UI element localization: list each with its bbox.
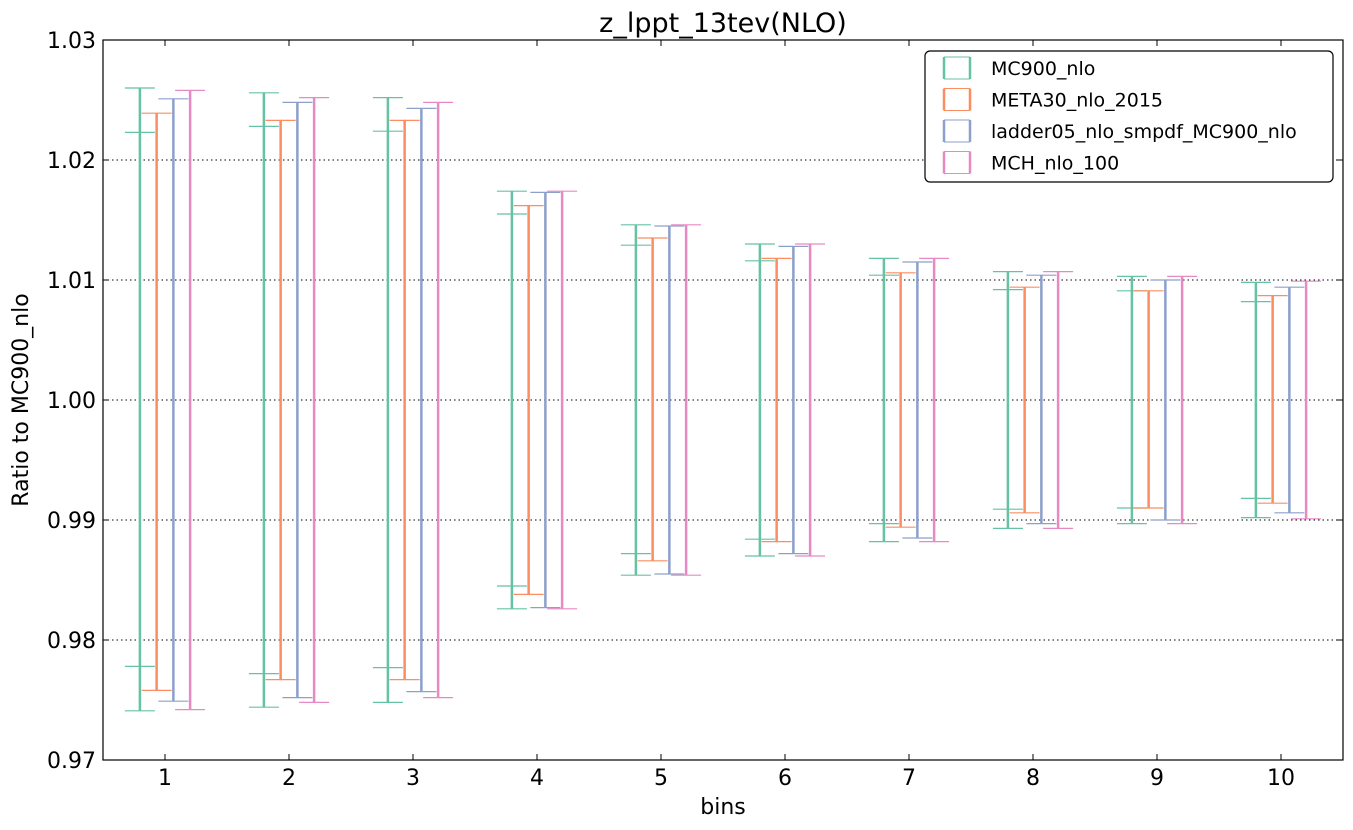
x-tick-label: 3 <box>406 766 420 791</box>
axes-ticks: 0.97 0.98 0.99 1.00 1.01 1.02 1.03 1 2 3 4 5 6 7 8 9 10 <box>47 29 1343 791</box>
x-tick-label: 9 <box>1150 766 1164 791</box>
x-tick-label: 7 <box>902 766 916 791</box>
y-tick-label: 0.99 <box>47 509 96 534</box>
legend-label: ladder05_nlo_smpdf_MC900_nlo <box>991 121 1297 143</box>
y-axis-label: Ratio to MC900_nlo <box>9 293 34 506</box>
legend-label: MC900_nlo <box>991 58 1095 80</box>
x-tick-label: 10 <box>1267 766 1295 791</box>
x-tick-label: 8 <box>1026 766 1040 791</box>
x-tick-label: 5 <box>654 766 668 791</box>
error-bars <box>124 87 1322 712</box>
y-tick-label: 1.03 <box>47 29 96 54</box>
y-tick-label: 1.01 <box>47 269 96 294</box>
x-tick-label: 4 <box>530 766 544 791</box>
x-axis-label: bins <box>700 795 745 820</box>
legend-box <box>924 50 1334 183</box>
legend-label: MCH_nlo_100 <box>991 153 1119 175</box>
y-tick-label: 1.00 <box>47 389 96 414</box>
legend: MC900_nlo META30_nlo_2015 ladder05_nlo_smp… <box>924 50 1334 183</box>
legend-label: META30_nlo_2015 <box>991 90 1163 112</box>
x-tick-label: 2 <box>282 766 296 791</box>
x-tick-label: 6 <box>778 766 792 791</box>
y-tick-label: 0.97 <box>47 749 96 774</box>
chart-title: z_lppt_13tev(NLO) <box>599 8 847 39</box>
y-tick-label: 0.98 <box>47 629 96 654</box>
x-tick-label: 1 <box>158 766 172 791</box>
y-tick-label: 1.02 <box>47 149 96 174</box>
